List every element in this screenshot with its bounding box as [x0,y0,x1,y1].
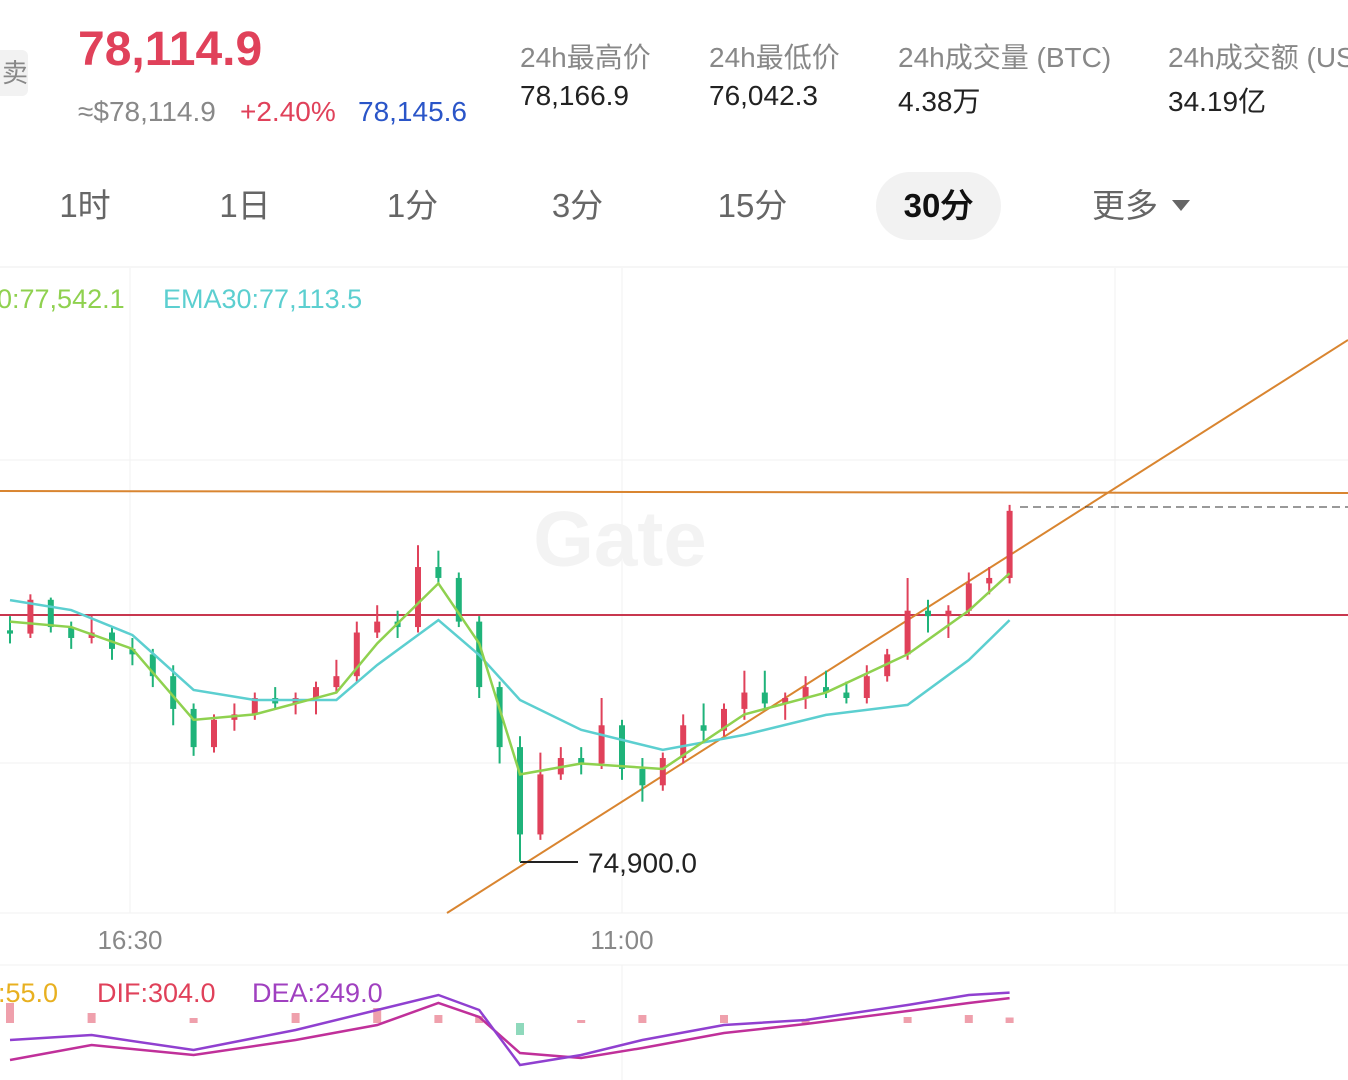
macd-bar [475,1016,484,1023]
candle-body [496,687,503,748]
macd-bar [1005,1017,1014,1023]
macd-bar [291,1013,300,1023]
side-tag[interactable]: 卖 [0,50,28,96]
drawn-hline [0,490,1348,494]
tabs: 1时 1日 1分 3分 15分 30分 更多 [0,0,1348,240]
stat-value: 76,042.3 [709,80,818,111]
stat-label: 24h成交量 (BTC) [898,42,1112,73]
grid [0,268,1348,1080]
tab-active[interactable]: 30分 [903,187,974,224]
candle-body [782,698,789,704]
last-price: 78,114.9 [78,23,263,76]
candle-body [313,687,319,698]
candle-body [761,692,768,704]
candle-body [190,708,197,748]
ema-legend: EMA30:77,113.5 [163,284,363,314]
candle-body [149,654,156,677]
usd-price: ≈$78,114.9 [78,96,216,127]
tab[interactable]: 1时 [59,187,111,224]
macd-bar [434,1015,443,1023]
candle-body [374,621,381,633]
candle-body [1006,510,1013,578]
macd-bar [638,1015,647,1023]
stat-value: 4.38万 [898,86,981,117]
change: +2.40% [240,96,336,127]
tab[interactable]: 3分 [551,187,604,224]
macd-line [9,996,1010,1062]
watermark: Gate [533,495,706,583]
candle-body [863,676,870,698]
candle-body [68,627,75,638]
tab[interactable]: 更多 [1092,187,1158,224]
candle-body [741,692,748,709]
stat-label: 24h最低价 [709,42,840,73]
macd-bar [87,1013,96,1023]
macd-line [9,991,1010,1067]
macd-bar [903,1017,912,1023]
candle-body [251,698,258,715]
candle-body [823,687,829,693]
candle-body [129,648,136,655]
candle-body [435,567,442,578]
active-tab-bg [876,172,1001,240]
time-label: 16:30 [97,925,162,955]
tab[interactable]: 1分 [386,187,439,224]
candle-body [904,610,911,655]
candle-body [925,610,931,617]
stat-label: 24h成交额 (USDT) [1168,42,1348,73]
macd-bar [189,1018,198,1023]
candle-body [945,610,952,617]
tab[interactable]: 15分 [717,187,788,224]
ema-line [9,598,1011,752]
candle-body [537,774,544,835]
candle-body [802,687,809,698]
candle-body [843,692,850,698]
macd-legend: :55.0 [0,978,59,1008]
candle-body [680,725,687,759]
candle-body [700,725,707,731]
candle-body [455,577,462,622]
dropdown-arrow [1172,200,1190,211]
ema-line [9,572,1011,776]
plot [6,504,1014,1067]
macd-legend: DEA:249.0 [252,978,383,1008]
macd-bar [577,1020,586,1023]
macd-bar [6,1003,14,1023]
candle-body [211,719,217,748]
candle-body [517,747,523,835]
macd-bar [373,1008,382,1023]
stat-value: 34.19亿 [1168,86,1267,117]
candle-body [578,758,585,764]
stat-label: 24h最高价 [520,42,651,73]
trend-line [446,339,1348,914]
candle-body [7,630,13,634]
macd-legend: DIF:304.0 [97,978,216,1008]
macd-bar [964,1015,973,1023]
candle-body [353,632,360,677]
candle-body [47,599,54,628]
candle-body [27,599,34,634]
candle-body [598,725,605,764]
stat-value: 78,166.9 [520,80,629,111]
low-label: 74,900.0 [588,847,697,878]
macd-bar [516,1023,524,1035]
candle-body [986,577,993,584]
mark-price: 78,145.6 [358,96,467,127]
candle-body [619,725,625,769]
ema-legend: 0:77,542.1 [0,284,125,314]
candle-body [170,676,177,709]
candle-body [721,708,727,731]
candle-body [333,676,340,688]
time-label: 11:00 [590,925,653,955]
candle-body [415,567,421,628]
tab[interactable]: 1日 [219,187,271,224]
candle-body [659,758,666,786]
macd-bar [720,1015,728,1023]
candle-body [965,583,972,611]
candle-body [639,768,646,786]
